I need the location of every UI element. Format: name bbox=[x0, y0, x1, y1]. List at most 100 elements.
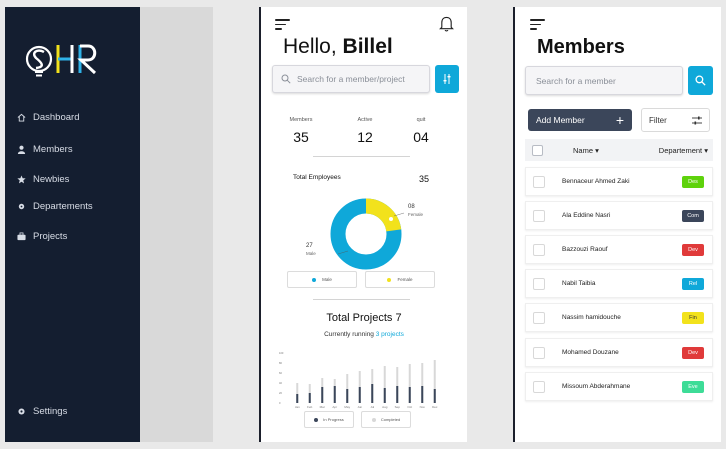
table-row[interactable]: Nassim hamidouche Fin bbox=[525, 303, 713, 332]
bar-in-progress bbox=[421, 386, 424, 403]
x-tick-label: Feb bbox=[307, 405, 313, 409]
legend-completed: Completed bbox=[361, 411, 411, 428]
menu-icon[interactable] bbox=[275, 19, 290, 31]
male-dot bbox=[312, 277, 317, 282]
x-tick-label: Sep bbox=[395, 405, 401, 409]
gear-icon bbox=[18, 203, 25, 210]
sidebar-item-members[interactable]: Members bbox=[17, 144, 73, 155]
row-checkbox[interactable] bbox=[533, 311, 545, 324]
add-member-label: Add Member bbox=[536, 115, 585, 125]
bar-completed bbox=[433, 360, 436, 403]
bar-completed bbox=[296, 383, 299, 403]
x-tick-label: Mar bbox=[320, 405, 325, 409]
sidebar-item-newbies[interactable]: Newbies bbox=[17, 174, 69, 185]
filter-sliders-icon bbox=[692, 116, 702, 124]
row-checkbox[interactable] bbox=[533, 243, 545, 256]
star-icon bbox=[17, 175, 26, 184]
member-name: Mohamed Douzane bbox=[562, 349, 619, 356]
sidebar-item-label: Dashboard bbox=[33, 112, 80, 123]
projects-bar-chart: 0 20 40 60 80 100 Jan Feb Mar Apr May Jun Jul Aug Sep O… bbox=[279, 351, 438, 409]
x-tick-label: Apr bbox=[332, 405, 337, 409]
members-search[interactable] bbox=[525, 66, 683, 95]
total-projects-value: 7 bbox=[395, 312, 402, 324]
sidebar-item-departements[interactable]: Departements bbox=[17, 201, 93, 212]
search-icon bbox=[695, 75, 706, 86]
sort-name[interactable]: Name ▾ bbox=[573, 146, 599, 155]
total-employees-label: Total Employees bbox=[293, 174, 341, 181]
legend-female-label: Female bbox=[397, 277, 413, 282]
sort-icon: ▾ bbox=[595, 145, 599, 155]
legend-in-progress: In Progress bbox=[304, 411, 354, 428]
donut-female-segment bbox=[330, 198, 402, 270]
sidebar-panel: Dashboard Members Newbies Departements P… bbox=[5, 7, 213, 442]
y-tick-label: 100 bbox=[279, 351, 284, 355]
bar-completed bbox=[408, 364, 411, 403]
table-row[interactable]: Ala Eddine Nasri Com bbox=[525, 201, 713, 230]
home-search[interactable] bbox=[272, 65, 430, 93]
female-count: 08 bbox=[408, 204, 415, 210]
sort-icon: ▾ bbox=[704, 145, 708, 155]
table-row[interactable]: Mohamed Douzane Dev bbox=[525, 338, 713, 367]
x-tick-label: May bbox=[344, 405, 350, 409]
bar-in-progress bbox=[408, 387, 411, 403]
row-checkbox[interactable] bbox=[533, 209, 545, 222]
row-checkbox[interactable] bbox=[533, 175, 545, 188]
x-tick-label: Nov bbox=[420, 405, 426, 409]
bar-in-progress bbox=[371, 384, 374, 403]
sidebar-item-settings[interactable]: Settings bbox=[17, 406, 67, 417]
table-row[interactable]: Missoum Abderahmane Eve bbox=[525, 372, 713, 401]
table-row[interactable]: Bazzouzi Raouf Dev bbox=[525, 235, 713, 264]
search-button[interactable] bbox=[688, 66, 713, 95]
menu-icon[interactable] bbox=[530, 19, 545, 31]
member-name: Bazzouzi Raouf bbox=[562, 246, 608, 253]
male-callout-label: Male bbox=[306, 251, 316, 256]
department-badge: Fin bbox=[682, 311, 704, 324]
bar-in-progress bbox=[346, 389, 349, 403]
stat-active: Active 12 bbox=[340, 117, 390, 145]
x-tick-label: Oct bbox=[407, 405, 412, 409]
bar-in-progress bbox=[333, 386, 336, 403]
total-projects: Total Projects 7 bbox=[261, 312, 467, 324]
row-checkbox[interactable] bbox=[533, 346, 545, 359]
add-member-button[interactable]: Add Member + bbox=[528, 109, 632, 131]
table-header: Name ▾ Departement ▾ bbox=[525, 139, 713, 161]
sidebar-item-label: Projects bbox=[33, 231, 68, 242]
bell-icon[interactable] bbox=[439, 15, 454, 32]
department-badge: Des bbox=[682, 175, 704, 188]
select-all-checkbox[interactable] bbox=[532, 144, 543, 156]
col-department-label: Departement bbox=[658, 145, 703, 155]
search-input[interactable] bbox=[297, 74, 427, 84]
gender-donut-chart bbox=[330, 198, 405, 270]
home-icon bbox=[17, 113, 26, 122]
filter-label: Filter bbox=[649, 115, 667, 125]
sidebar-item-dashboard[interactable]: Dashboard bbox=[17, 112, 79, 123]
sidebar-item-label: Settings bbox=[33, 406, 68, 417]
filter-button[interactable]: Filter bbox=[641, 108, 710, 132]
row-checkbox[interactable] bbox=[533, 380, 545, 393]
settings-gear-icon bbox=[18, 408, 25, 415]
sort-department[interactable]: Departement ▾ bbox=[659, 146, 708, 155]
stat-quit: quit 04 bbox=[396, 117, 446, 145]
x-tick-label: Jan bbox=[295, 405, 300, 409]
running-projects-link[interactable]: 3 projects bbox=[375, 331, 404, 338]
legend-female[interactable]: Female bbox=[365, 271, 435, 288]
y-tick-label: 20 bbox=[279, 391, 282, 395]
member-search-input[interactable] bbox=[536, 75, 666, 86]
department-badge: Dev bbox=[682, 346, 704, 359]
sidebar-item-label: Departements bbox=[33, 201, 93, 212]
filter-sliders-button[interactable] bbox=[435, 65, 459, 93]
female-callout: 08 Female bbox=[408, 203, 423, 219]
greeting: Hello, Billel bbox=[283, 35, 393, 59]
divider bbox=[313, 299, 410, 300]
bar-in-progress bbox=[396, 386, 399, 403]
sidebar-item-projects[interactable]: Projects bbox=[17, 231, 67, 242]
table-row[interactable]: Bennaceur Ahmed Zaki Des bbox=[525, 167, 713, 196]
completed-dot bbox=[371, 417, 376, 422]
col-name-label: Name bbox=[573, 145, 594, 155]
legend-male[interactable]: Male bbox=[287, 271, 357, 288]
sliders-icon bbox=[443, 74, 451, 84]
table-row[interactable]: Nabil Taibia Rel bbox=[525, 269, 713, 298]
row-checkbox[interactable] bbox=[533, 277, 545, 290]
legend-male-label: Male bbox=[322, 277, 332, 282]
stat-members: Members 35 bbox=[276, 117, 326, 145]
